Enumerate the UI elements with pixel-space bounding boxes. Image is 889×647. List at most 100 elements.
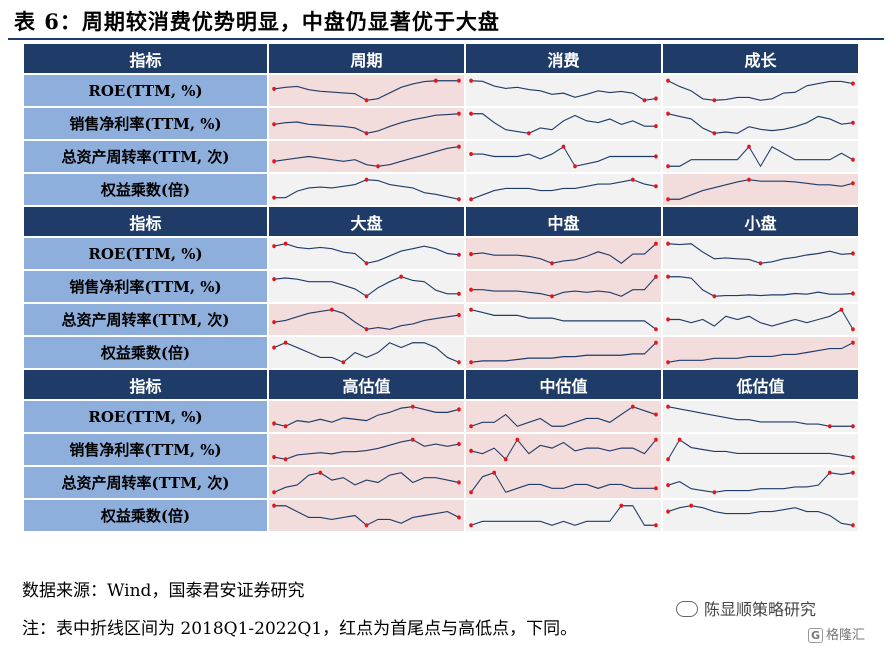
sparkline-marker bbox=[851, 327, 855, 332]
sparkline-marker bbox=[851, 455, 855, 460]
sparkline-marker bbox=[457, 407, 461, 412]
sparkline-line bbox=[470, 505, 656, 526]
wechat-icon bbox=[676, 601, 698, 617]
sparkline-marker bbox=[283, 241, 288, 246]
sparkline-marker bbox=[712, 294, 717, 299]
sparkline-marker bbox=[341, 360, 346, 365]
sparkline-marker bbox=[666, 483, 670, 488]
sparkline-marker bbox=[851, 424, 855, 429]
sparkline-chart bbox=[272, 470, 461, 495]
sparkline-marker bbox=[689, 503, 694, 508]
sparkline-cell bbox=[464, 302, 663, 337]
sparkline-chart bbox=[469, 111, 658, 136]
sparkline-marker bbox=[654, 437, 658, 442]
sparkline-line bbox=[471, 276, 657, 297]
table-row: 销售净利率(TTM, %) bbox=[22, 106, 860, 141]
table-row: 权益乘数(倍) bbox=[22, 172, 860, 207]
sparkline-cell bbox=[267, 106, 466, 141]
sparkline-line bbox=[471, 113, 656, 134]
sparkline-marker bbox=[457, 252, 461, 257]
sparkline-chart bbox=[272, 437, 461, 462]
sparkline-cell bbox=[267, 73, 466, 108]
metric-column-header: 指标 bbox=[22, 368, 269, 401]
metric-label: 总资产周转率(TTM, 次) bbox=[22, 139, 269, 174]
group-column-header: 高估值 bbox=[267, 368, 466, 401]
sparkline-marker bbox=[457, 197, 461, 202]
sparkline-marker bbox=[666, 164, 670, 169]
sparkline-marker bbox=[272, 159, 276, 164]
sparkline-line bbox=[668, 276, 853, 297]
sparkline-line bbox=[273, 146, 460, 167]
sparkline-cell bbox=[464, 106, 663, 141]
sparkline-marker bbox=[457, 442, 461, 447]
sparkline-marker bbox=[712, 98, 717, 103]
sparkline-line bbox=[471, 243, 657, 264]
sparkline-chart bbox=[272, 241, 461, 266]
section-header-row: 指标 高估值 中估值 低估值 bbox=[22, 368, 860, 401]
sparkline-table-body: 指标 周期 消费 成长 ROE(TTM, %) 销售净利率(TTM, %) 总资产周转率(T… bbox=[22, 42, 860, 533]
metric-label: 权益乘数(倍) bbox=[22, 172, 269, 207]
sparkline-marker bbox=[666, 509, 670, 514]
sparkline-chart bbox=[666, 503, 855, 528]
table-row: ROE(TTM, %) bbox=[22, 73, 860, 108]
sparkline-marker bbox=[272, 490, 276, 495]
source-note: 数据来源：Wind，国泰君安证券研究 bbox=[22, 581, 305, 601]
sparkline-chart bbox=[272, 144, 461, 169]
sparkline-line bbox=[470, 438, 657, 461]
sparkline-line bbox=[471, 80, 657, 101]
sparkline-line bbox=[668, 145, 854, 168]
sparkline-marker bbox=[827, 470, 832, 475]
sparkline-chart bbox=[469, 274, 658, 299]
sparkline-marker bbox=[630, 177, 635, 182]
sparkline-cell bbox=[661, 236, 860, 271]
footnote: 注：表中折线区间为 2018Q1-2022Q1，红点为首尾点与高低点，下同。 bbox=[22, 619, 578, 639]
sparkline-line bbox=[667, 342, 854, 363]
sparkline-chart bbox=[469, 503, 658, 528]
sparkline-marker bbox=[457, 360, 461, 365]
sparkline-line bbox=[273, 406, 460, 427]
group-column-header: 中估值 bbox=[464, 368, 663, 401]
metric-column-header: 指标 bbox=[22, 205, 269, 238]
watermark-account: 陈显顺策略研究 bbox=[676, 596, 816, 620]
sparkline-marker bbox=[630, 404, 635, 409]
sparkline-marker bbox=[364, 294, 369, 299]
sparkline-marker bbox=[272, 277, 276, 282]
metric-label: 销售净利率(TTM, %) bbox=[22, 432, 269, 467]
sparkline-chart bbox=[666, 144, 855, 169]
sparkline-chart bbox=[469, 78, 658, 103]
sparkline-cell bbox=[267, 399, 466, 434]
sparkline-cell bbox=[267, 172, 466, 207]
gelonghui-logo-icon: G bbox=[808, 628, 824, 643]
sparkline-marker bbox=[469, 152, 473, 157]
sparkline-marker bbox=[619, 503, 624, 508]
sparkline-marker bbox=[654, 274, 658, 279]
sparkline-cell bbox=[661, 335, 860, 370]
sparkline-line bbox=[273, 309, 460, 330]
sparkline-cell bbox=[661, 139, 860, 174]
sparkline-chart bbox=[272, 340, 461, 365]
sparkline-marker bbox=[851, 181, 855, 186]
sparkline-line bbox=[274, 276, 459, 297]
section-header-row: 指标 大盘 中盘 小盘 bbox=[22, 205, 860, 238]
sparkline-marker bbox=[272, 345, 276, 350]
sparkline-marker bbox=[272, 503, 276, 508]
sparkline-line bbox=[274, 505, 460, 526]
metric-label: 总资产周转率(TTM, 次) bbox=[22, 465, 269, 500]
sparkline-cell bbox=[267, 335, 466, 370]
group-column-header: 小盘 bbox=[661, 205, 860, 238]
sparkline-marker bbox=[469, 287, 473, 292]
sparkline-line bbox=[470, 179, 657, 200]
table-row: 权益乘数(倍) bbox=[22, 498, 860, 533]
sparkline-chart bbox=[666, 307, 855, 332]
sparkline-chart bbox=[272, 307, 461, 332]
sparkline-chart bbox=[666, 404, 855, 429]
sparkline-cell bbox=[267, 269, 466, 304]
sparkline-line bbox=[668, 309, 854, 330]
sparkline-marker bbox=[457, 291, 461, 296]
sparkline-cell bbox=[661, 106, 860, 141]
metric-label: 销售净利率(TTM, %) bbox=[22, 106, 269, 141]
sparkline-marker bbox=[851, 81, 855, 86]
sparkline-marker bbox=[851, 340, 855, 345]
sparkline-line bbox=[273, 243, 459, 264]
sparkline-marker bbox=[851, 251, 855, 256]
